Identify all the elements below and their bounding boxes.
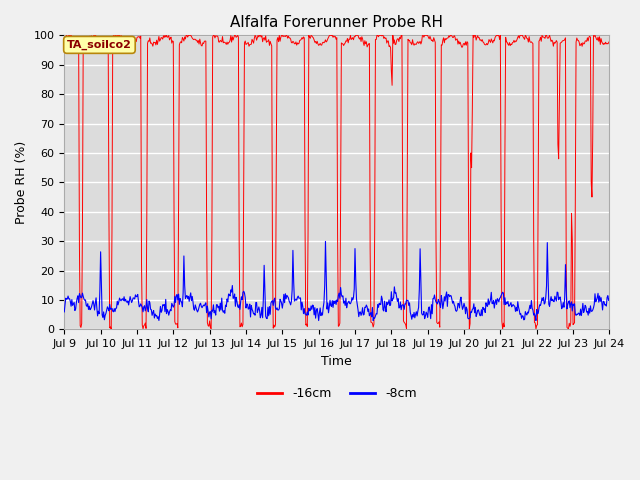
Title: Alfalfa Forerunner Probe RH: Alfalfa Forerunner Probe RH: [230, 15, 444, 30]
X-axis label: Time: Time: [321, 355, 352, 368]
Y-axis label: Probe RH (%): Probe RH (%): [15, 141, 28, 224]
Text: TA_soilco2: TA_soilco2: [67, 40, 132, 50]
Legend: -16cm, -8cm: -16cm, -8cm: [252, 383, 422, 406]
